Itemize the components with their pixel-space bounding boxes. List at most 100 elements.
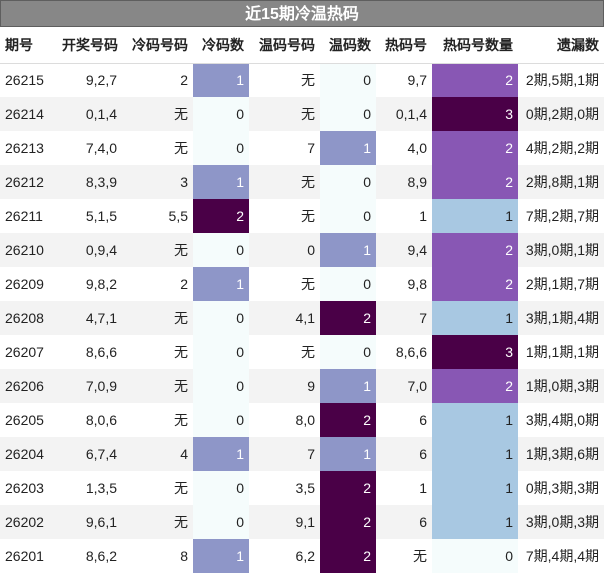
cell-warm: 3,5 (249, 471, 320, 505)
cell-cold: 2 (122, 267, 193, 301)
cell-draw: 9,2,7 (57, 63, 122, 97)
col-header-hot: 热码号 (376, 27, 432, 64)
table-row: 26211 5,1,5 5,5 2 无 0 1 1 7期,2期,7期 (0, 199, 604, 233)
cell-draw: 7,4,0 (57, 131, 122, 165)
table-row: 26206 7,0,9 无 0 9 1 7,0 2 1期,0期,3期 (0, 369, 604, 403)
col-header-miss: 遗漏数 (518, 27, 604, 64)
cell-warm-count: 1 (320, 233, 376, 267)
col-header-warm: 温码号码 (249, 27, 320, 64)
cell-cold-count: 0 (193, 233, 249, 267)
cell-hot: 6 (376, 403, 432, 437)
cell-cold-count: 0 (193, 369, 249, 403)
cell-miss: 0期,2期,0期 (518, 97, 604, 131)
table-row: 26204 6,7,4 4 1 7 1 6 1 1期,3期,6期 (0, 437, 604, 471)
cell-draw: 8,6,2 (57, 539, 122, 573)
cell-miss: 0期,3期,3期 (518, 471, 604, 505)
cell-issue: 26212 (0, 165, 57, 199)
cell-hot: 8,9 (376, 165, 432, 199)
cell-cold: 无 (122, 471, 193, 505)
cell-draw: 0,1,4 (57, 97, 122, 131)
cell-draw: 7,0,9 (57, 369, 122, 403)
table-row: 26210 0,9,4 无 0 0 1 9,4 2 3期,0期,1期 (0, 233, 604, 267)
cell-draw: 9,8,2 (57, 267, 122, 301)
cell-warm: 无 (249, 63, 320, 97)
cell-cold: 无 (122, 505, 193, 539)
col-header-hot-count: 热码号数量 (432, 27, 518, 64)
cell-warm-count: 1 (320, 369, 376, 403)
col-header-cold: 冷码号码 (122, 27, 193, 64)
cell-cold: 8 (122, 539, 193, 573)
cell-hot: 9,4 (376, 233, 432, 267)
cell-hot: 6 (376, 505, 432, 539)
cell-warm-count: 0 (320, 165, 376, 199)
cell-warm: 8,0 (249, 403, 320, 437)
cell-miss: 3期,0期,1期 (518, 233, 604, 267)
cell-warm: 6,2 (249, 539, 320, 573)
cell-warm-count: 2 (320, 301, 376, 335)
cell-cold-count: 0 (193, 301, 249, 335)
cell-warm-count: 2 (320, 539, 376, 573)
cell-draw: 8,0,6 (57, 403, 122, 437)
cell-warm: 9 (249, 369, 320, 403)
table-row: 26205 8,0,6 无 0 8,0 2 6 1 3期,4期,0期 (0, 403, 604, 437)
cell-warm-count: 0 (320, 267, 376, 301)
cell-warm-count: 0 (320, 97, 376, 131)
cell-issue: 26213 (0, 131, 57, 165)
table-row: 26214 0,1,4 无 0 无 0 0,1,4 3 0期,2期,0期 (0, 97, 604, 131)
cell-warm-count: 1 (320, 437, 376, 471)
cell-miss: 3期,4期,0期 (518, 403, 604, 437)
table-row: 26212 8,3,9 3 1 无 0 8,9 2 2期,8期,1期 (0, 165, 604, 199)
cell-hot-count: 0 (432, 539, 518, 573)
cell-draw: 8,6,6 (57, 335, 122, 369)
cell-hot-count: 2 (432, 233, 518, 267)
cell-cold: 无 (122, 233, 193, 267)
cell-miss: 2期,5期,1期 (518, 63, 604, 97)
cell-miss: 2期,8期,1期 (518, 165, 604, 199)
cell-issue: 26210 (0, 233, 57, 267)
cell-miss: 1期,0期,3期 (518, 369, 604, 403)
cell-miss: 7期,2期,7期 (518, 199, 604, 233)
cell-cold-count: 0 (193, 335, 249, 369)
cell-hot: 1 (376, 471, 432, 505)
cell-hot-count: 2 (432, 165, 518, 199)
cell-hot-count: 1 (432, 471, 518, 505)
cell-cold-count: 0 (193, 131, 249, 165)
cold-warm-hot-table: 期号 开奖号码 冷码号码 冷码数 温码号码 温码数 热码号 热码号数量 遗漏数 … (0, 27, 604, 573)
cell-issue: 26206 (0, 369, 57, 403)
cell-warm: 无 (249, 199, 320, 233)
cell-miss: 1期,1期,1期 (518, 335, 604, 369)
cell-hot: 8,6,6 (376, 335, 432, 369)
cell-cold-count: 1 (193, 63, 249, 97)
cell-hot: 4,0 (376, 131, 432, 165)
cell-issue: 26207 (0, 335, 57, 369)
cell-warm: 7 (249, 437, 320, 471)
cell-cold-count: 1 (193, 539, 249, 573)
cell-warm: 4,1 (249, 301, 320, 335)
cell-miss: 3期,0期,3期 (518, 505, 604, 539)
table-row: 26215 9,2,7 2 1 无 0 9,7 2 2期,5期,1期 (0, 63, 604, 97)
cell-draw: 5,1,5 (57, 199, 122, 233)
cell-hot-count: 3 (432, 335, 518, 369)
cell-draw: 8,3,9 (57, 165, 122, 199)
cell-cold: 无 (122, 369, 193, 403)
cell-issue: 26214 (0, 97, 57, 131)
cell-draw: 1,3,5 (57, 471, 122, 505)
cell-miss: 2期,1期,7期 (518, 267, 604, 301)
cell-miss: 4期,2期,2期 (518, 131, 604, 165)
cell-draw: 6,7,4 (57, 437, 122, 471)
cell-cold: 无 (122, 97, 193, 131)
cell-warm-count: 0 (320, 63, 376, 97)
cell-warm-count: 0 (320, 199, 376, 233)
table-title: 近15期冷温热码 (0, 0, 604, 27)
cell-issue: 26208 (0, 301, 57, 335)
cell-cold-count: 1 (193, 437, 249, 471)
cell-draw: 9,6,1 (57, 505, 122, 539)
cell-miss: 1期,3期,6期 (518, 437, 604, 471)
cell-cold: 4 (122, 437, 193, 471)
cell-warm: 无 (249, 165, 320, 199)
cell-cold-count: 0 (193, 403, 249, 437)
cell-cold: 2 (122, 63, 193, 97)
cell-warm-count: 2 (320, 471, 376, 505)
cell-hot-count: 2 (432, 63, 518, 97)
cell-cold-count: 0 (193, 471, 249, 505)
